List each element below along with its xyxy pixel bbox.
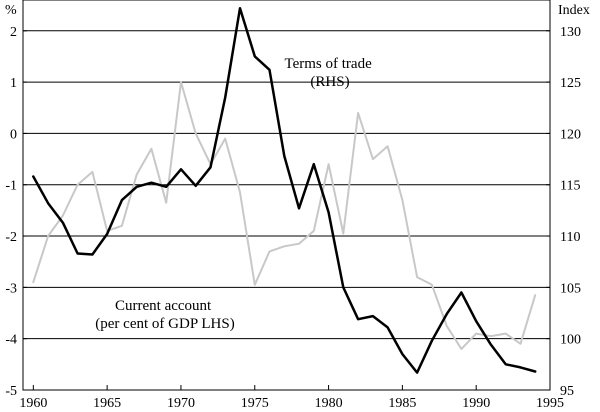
x-tick-label: 1985 <box>388 396 416 411</box>
plot-frame <box>22 0 551 391</box>
terms-of-trade-label-line-1: Terms of trade <box>285 56 373 72</box>
right-tick-label: 95 <box>560 384 574 399</box>
x-tick-label: 1960 <box>19 396 47 411</box>
series-line-terms-of-trade-rhs <box>32 6 537 374</box>
right-axis-unit: Index <box>558 3 590 18</box>
x-tick-label: 1995 <box>536 396 564 411</box>
series-line-current-account-per-cent-of-gdp-lhs <box>32 81 537 350</box>
right-tick-label: 110 <box>560 230 580 245</box>
current-account-label: Current account (per cent of GDP LHS) <box>95 298 234 332</box>
x-axis-ticks: 1960 1965 1970 1975 1980 1985 1990 1995 <box>19 385 564 411</box>
left-tick-label: -1 <box>5 179 17 194</box>
series-lines <box>32 6 537 374</box>
x-tick-label: 1990 <box>462 396 490 411</box>
x-tick-label: 1975 <box>241 396 269 411</box>
right-tick-label: 105 <box>560 281 581 296</box>
terms-of-trade-label-line-2: (RHS) <box>310 74 349 90</box>
left-tick-label: 1 <box>10 76 17 91</box>
right-tick-label: 130 <box>560 25 581 40</box>
left-tick-label: -4 <box>5 333 17 348</box>
left-tick-label: -3 <box>5 281 17 296</box>
left-axis-ticks: -5 -4 -3 -2 -1 0 1 2 <box>5 25 27 399</box>
left-tick-label: 0 <box>10 127 17 142</box>
right-tick-label: 120 <box>560 127 581 142</box>
x-tick-label: 1980 <box>315 396 343 411</box>
current-account-label-line-1: Current account <box>115 298 212 314</box>
current-account-label-line-2: (per cent of GDP LHS) <box>95 316 234 332</box>
right-tick-label: 100 <box>560 333 581 348</box>
left-tick-label: -5 <box>5 384 17 399</box>
left-axis-unit: % <box>5 3 17 18</box>
terms-of-trade-label: Terms of trade (RHS) <box>285 56 376 90</box>
right-tick-label: 125 <box>560 76 581 91</box>
right-axis-ticks: 95 100 105 110 115 120 125 130 <box>546 25 581 399</box>
x-tick-label: 1970 <box>167 396 195 411</box>
x-tick-label: 1965 <box>93 396 121 411</box>
left-tick-label: -2 <box>5 230 17 245</box>
right-tick-label: 115 <box>560 179 580 194</box>
left-tick-label: 2 <box>10 25 17 40</box>
gridlines <box>23 30 550 340</box>
